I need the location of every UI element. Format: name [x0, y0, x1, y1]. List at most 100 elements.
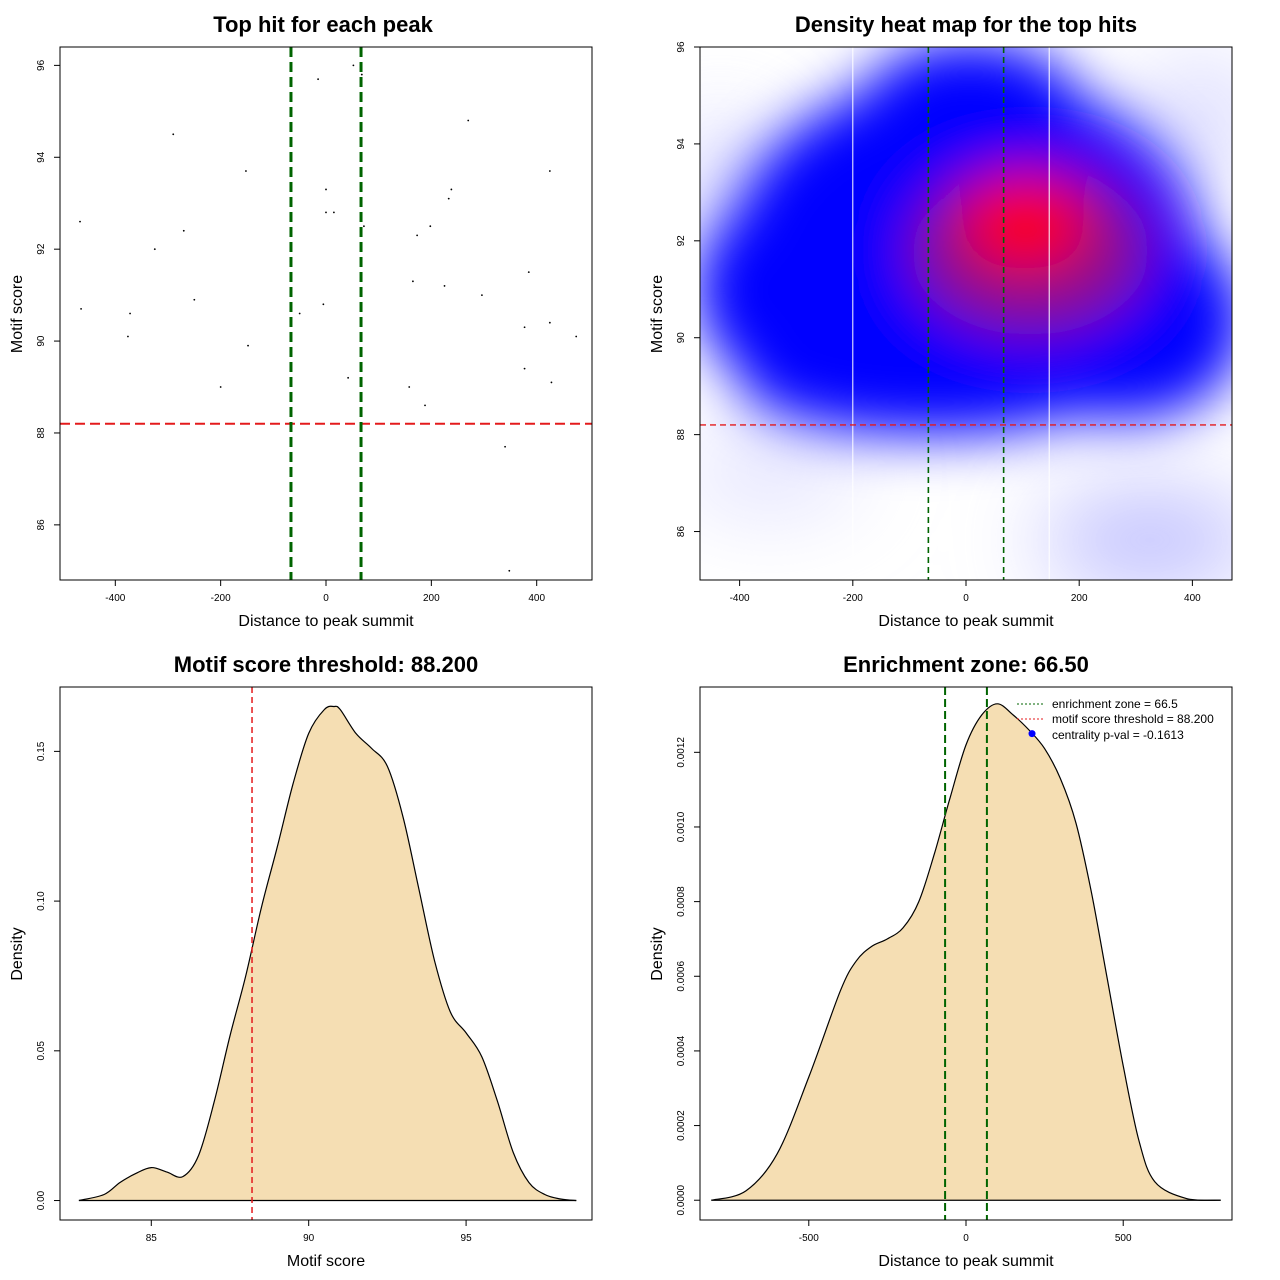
panel2-xlabel: Distance to peak summit [878, 613, 1054, 630]
scatter-point [523, 326, 526, 329]
panel3-plot-area [78, 687, 577, 1220]
x-tick-label: -200 [843, 593, 863, 604]
panel2-plot-area [700, 47, 1232, 580]
y-tick-label: 88 [36, 427, 47, 439]
panel2-ylabel: Motif score [649, 275, 666, 353]
x-tick-label: -400 [105, 593, 125, 604]
y-tick-label: 0.0010 [676, 811, 687, 842]
y-tick-label: 92 [36, 243, 47, 255]
panel4-plot-area [711, 687, 1221, 1220]
y-tick-label: 90 [36, 335, 47, 347]
y-tick-label: 92 [676, 235, 687, 247]
y-tick-label: 0.0002 [676, 1110, 687, 1141]
y-tick-label: 86 [676, 526, 687, 538]
scatter-point [363, 225, 365, 228]
y-tick-label: 0.0008 [676, 886, 687, 917]
panel3-axes: 85 90 95 0.00 0.05 0.10 0.15 [36, 741, 472, 1244]
scatter-point [129, 312, 131, 315]
x-tick-label: 95 [461, 1233, 473, 1244]
scatter-point [508, 569, 511, 572]
scatter-point [322, 303, 325, 306]
legend-zone-label: enrichment zone = 66.5 [1052, 697, 1178, 711]
scatter-point [408, 386, 411, 388]
x-tick-label: 500 [1115, 1233, 1132, 1244]
x-tick-label: -500 [799, 1233, 819, 1244]
panel1-plot-area [60, 47, 592, 580]
scatter-point [450, 188, 453, 191]
scatter-point [429, 225, 432, 228]
scatter-point [481, 294, 483, 297]
panel3-ylabel: Density [9, 927, 26, 980]
legend-centrality-label: centrality p-val = -0.1613 [1052, 728, 1184, 742]
scatter-point [550, 381, 553, 384]
scatter-point [523, 367, 526, 370]
scatter-point [247, 344, 249, 347]
panel-score-density: Motif score threshold: 88.200 85 90 95 0.00… [9, 652, 593, 1270]
y-tick-label: 0.15 [36, 741, 47, 761]
centrality-point [1028, 730, 1036, 738]
panel1-ylabel: Motif score [9, 275, 26, 353]
scatter-point [172, 133, 175, 136]
density-area [711, 703, 1221, 1201]
scatter-point [317, 78, 319, 81]
scatter-point [182, 229, 185, 232]
x-tick-label: 400 [528, 593, 545, 604]
x-tick-label: 200 [423, 593, 440, 604]
scatter-point [347, 376, 350, 379]
y-tick-label: 0.0004 [676, 1035, 687, 1066]
x-tick-label: 0 [323, 593, 329, 604]
scatter-point [219, 386, 222, 388]
x-tick-label: 85 [146, 1233, 158, 1244]
y-tick-label: 94 [676, 138, 687, 150]
x-tick-label: 90 [303, 1233, 315, 1244]
scatter-point [325, 211, 327, 214]
y-tick-label: 96 [676, 41, 687, 53]
heatmap-outer-density [700, 60, 1232, 580]
x-tick-label: 0 [963, 1233, 969, 1244]
scatter-point [416, 234, 419, 237]
heatmap-overlays [700, 47, 1232, 580]
panel2-title: Density heat map for the top hits [795, 12, 1137, 37]
scatter-point [333, 211, 335, 214]
panel-top-hits: Top hit for each peak -400 -200 0 200 400 86 8… [9, 12, 593, 630]
panel1-frame [59, 46, 593, 581]
scatter-point [360, 73, 363, 76]
panel1-xlabel: Distance to peak summit [238, 613, 414, 630]
scatter-point [467, 119, 470, 122]
panel4-axes: -500 0 500 0.0000 0.0002 0.0004 0.0006 0.0008 0.… [676, 737, 1132, 1244]
scatter-point [298, 312, 301, 315]
y-tick-label: 90 [676, 332, 687, 344]
y-tick-label: 0.0006 [676, 961, 687, 992]
x-tick-label: -400 [730, 593, 750, 604]
x-tick-label: 0 [963, 593, 969, 604]
y-tick-label: 88 [676, 429, 687, 441]
density-curve [78, 705, 577, 1202]
scatter-point [504, 445, 506, 448]
panel4-xlabel: Distance to peak summit [878, 1253, 1054, 1270]
panel4-title: Enrichment zone: 66.50 [843, 652, 1089, 677]
panel1-title: Top hit for each peak [213, 12, 433, 37]
heatmap-core-density [700, 47, 1232, 435]
scatter-point [80, 308, 82, 310]
panel4-ylabel: Density [649, 927, 666, 980]
scatter-point [443, 285, 446, 287]
panel1-axes: -400 -200 0 200 400 86 88 90 92 94 96 [36, 59, 545, 604]
panel4-legend: enrichment zone = 66.5 motif score thres… [1017, 697, 1214, 742]
scatter-point [79, 220, 81, 223]
density-curve [711, 703, 1221, 1201]
scatter-point [245, 170, 247, 172]
panel-enrichment-density: Enrichment zone: 66.50 -500 0 500 0.0000 0.0… [649, 652, 1233, 1270]
panel2-axes: -400 -200 0 200 400 86 88 90 92 94 96 [676, 41, 1201, 604]
y-tick-label: 0.0000 [676, 1184, 687, 1215]
y-tick-label: 0.0012 [676, 737, 687, 768]
scatter-point [424, 404, 426, 407]
scatter-point [548, 170, 551, 172]
panel3-xlabel: Motif score [287, 1253, 365, 1270]
panel3-title: Motif score threshold: 88.200 [174, 652, 478, 677]
y-tick-label: 0.00 [36, 1190, 47, 1210]
y-tick-label: 94 [36, 151, 47, 163]
scatter-point [325, 188, 327, 191]
y-tick-label: 86 [36, 519, 47, 531]
scatter-point [447, 197, 450, 200]
